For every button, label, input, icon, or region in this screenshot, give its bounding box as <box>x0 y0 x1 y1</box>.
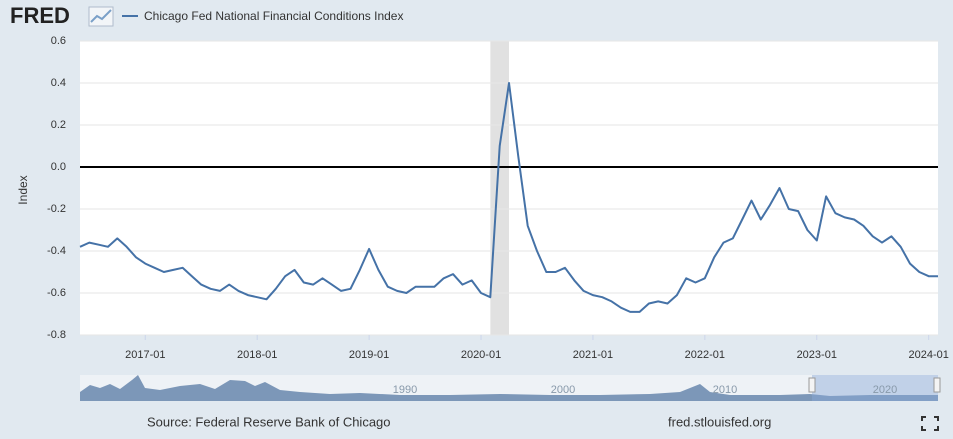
navigator-label: 1990 <box>393 384 417 396</box>
fullscreen-button[interactable] <box>921 416 939 431</box>
y-tick-label: 0.2 <box>51 119 66 131</box>
y-tick-label: -0.6 <box>47 287 66 299</box>
x-tick-label: 2021-01 <box>573 349 613 361</box>
legend-label[interactable]: Chicago Fed National Financial Condition… <box>144 9 403 23</box>
recession-band <box>490 41 509 335</box>
x-tick-label: 2017-01 <box>125 349 165 361</box>
series-line <box>79 82 938 313</box>
x-tick-label: 2024-01 <box>908 349 948 361</box>
navigator <box>80 375 941 401</box>
site-link[interactable]: fred.stlouisfed.org <box>668 414 771 429</box>
x-tick-label: 2019-01 <box>349 349 389 361</box>
y-tick-label: -0.8 <box>47 329 66 341</box>
y-tick-label: -0.4 <box>47 245 66 257</box>
x-tick-label: 2023-01 <box>797 349 837 361</box>
y-tick-label: 0.4 <box>51 77 66 89</box>
x-tick-label: 2020-01 <box>461 349 501 361</box>
y-axis-label: Index <box>16 175 30 204</box>
source: Source: Federal Reserve Bank of Chicago <box>147 414 391 429</box>
y-tick-label: 0.0 <box>51 161 66 173</box>
logo-icon <box>88 6 114 27</box>
navigator-label: 2000 <box>551 384 575 396</box>
logo[interactable]: FRED <box>10 3 70 28</box>
x-tick-label: 2022-01 <box>685 349 725 361</box>
navigator-label: 2010 <box>713 384 737 396</box>
x-tick-label: 2018-01 <box>237 349 277 361</box>
y-tick-label: -0.2 <box>47 203 66 215</box>
y-tick-label: 0.6 <box>51 35 66 47</box>
navigator-label: 2020 <box>873 384 897 396</box>
